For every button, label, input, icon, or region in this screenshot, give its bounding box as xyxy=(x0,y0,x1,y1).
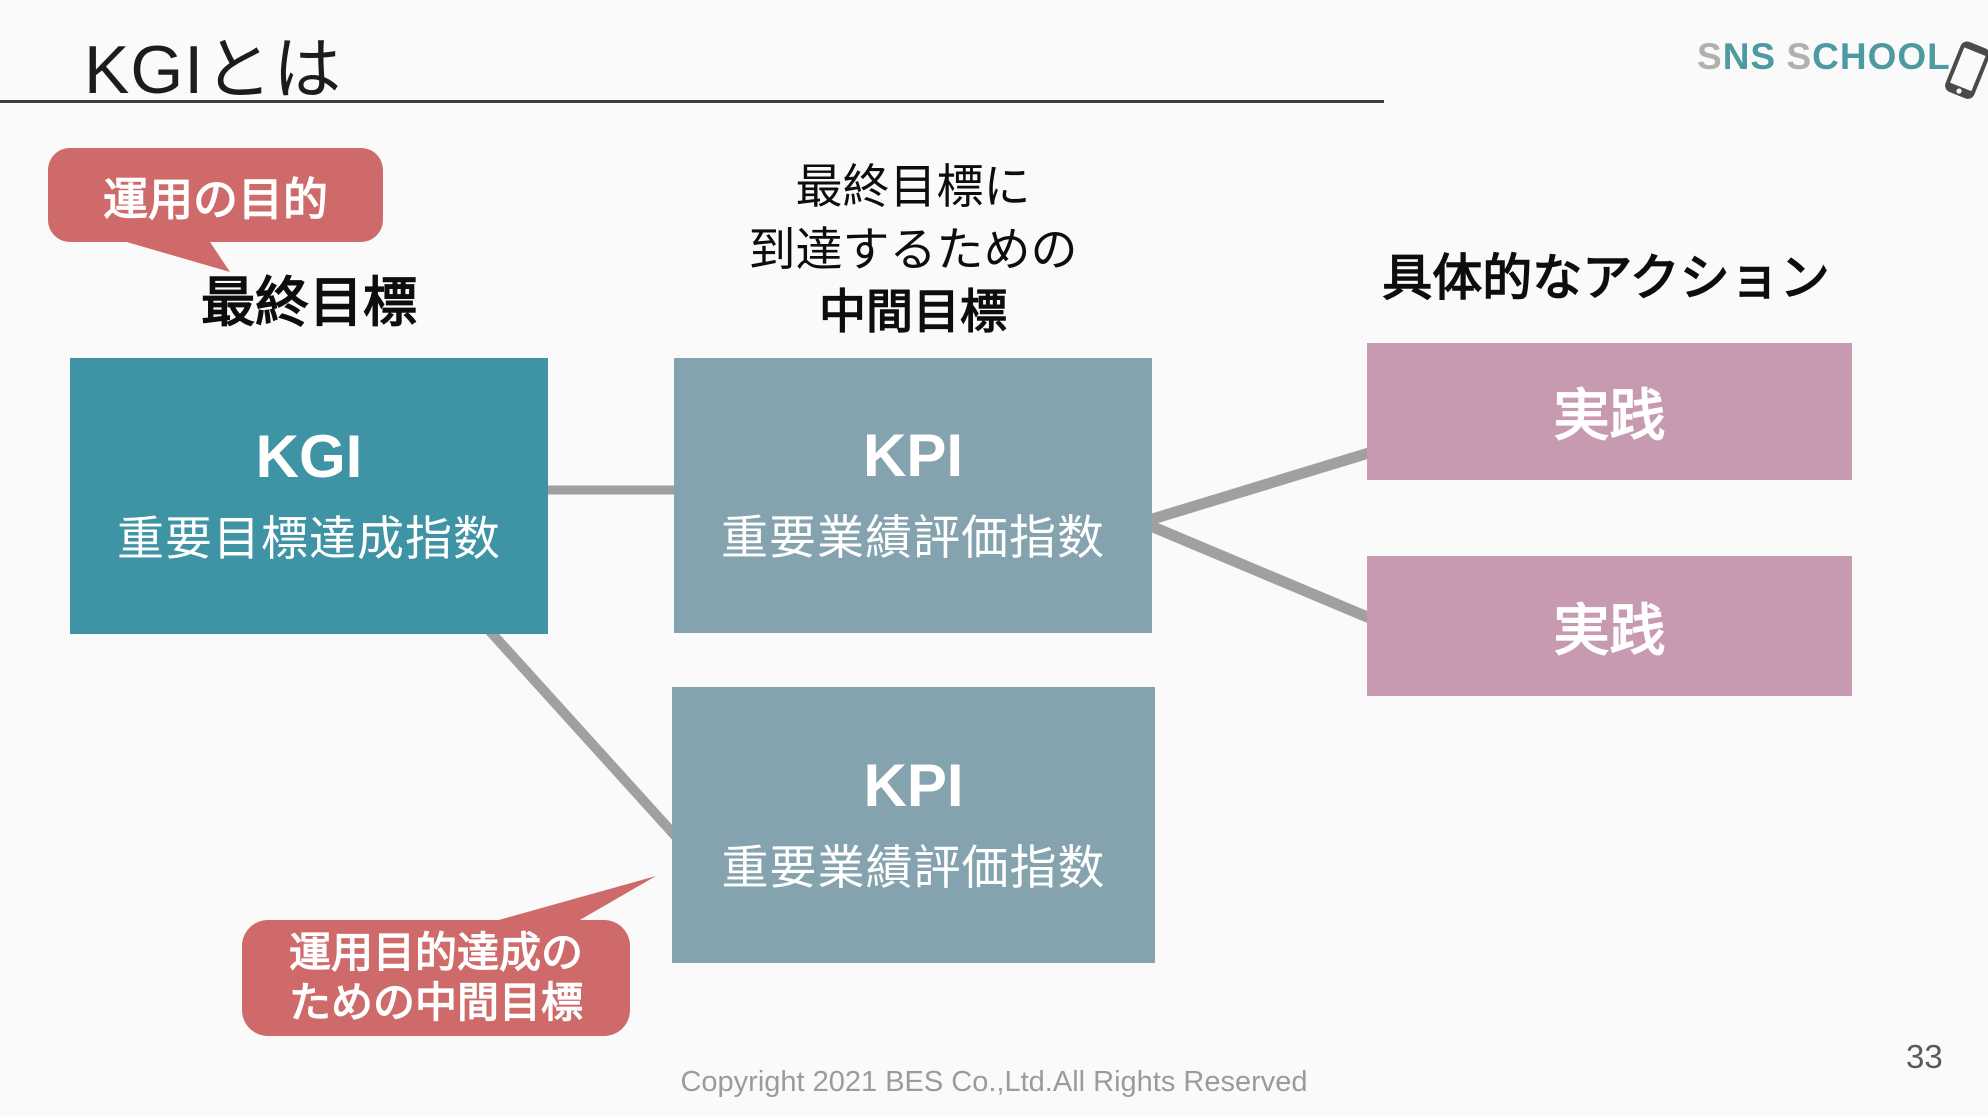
label-intermediate-goal: 最終目標に 到達するための 中間目標 xyxy=(674,156,1152,344)
title-underline xyxy=(0,100,1384,103)
logo-text: S xyxy=(1697,36,1723,77)
label-intermediate-goal-line2: 到達するための xyxy=(748,222,1078,276)
kpi-box-top: KPI 重要業績評価指数 xyxy=(674,358,1152,633)
callout-intermediate-goal-line2: ための中間目標 xyxy=(288,979,583,1026)
connector-kgi-to-kpi-bottom xyxy=(484,625,684,845)
callout-operation-purpose-text: 運用の目的 xyxy=(102,173,328,225)
page-title: KGIとは xyxy=(84,32,343,108)
kpi-box-bottom: KPI 重要業績評価指数 xyxy=(672,687,1155,963)
callout-intermediate-goal: 運用目的達成の ための中間目標 xyxy=(242,920,630,1036)
callout-bottom-tail xyxy=(470,876,656,928)
kgi-box: KGI 重要目標達成指数 xyxy=(70,358,548,634)
kpi-box-top-subtitle: 重要業績評価指数 xyxy=(721,511,1105,564)
callout-top-tail xyxy=(106,236,230,272)
action-box-bottom-label: 実践 xyxy=(1553,598,1666,662)
copyright-text: Copyright 2021 BES Co.,Ltd.All Rights Re… xyxy=(680,1066,1308,1098)
kpi-box-bottom-acronym: KPI xyxy=(863,751,964,819)
logo-text: NS xyxy=(1722,36,1777,77)
kpi-box-bottom-subtitle: 重要業績評価指数 xyxy=(721,840,1106,894)
action-box-top: 実践 xyxy=(1367,343,1852,480)
callout-operation-purpose: 運用の目的 xyxy=(48,148,383,242)
brand-logo: S NS S CHOOL xyxy=(1697,36,1988,102)
label-concrete-action: 具体的なアクション xyxy=(1382,250,1830,306)
smartphone-icon xyxy=(1944,41,1988,99)
kpi-box-top-acronym: KPI xyxy=(862,422,964,489)
logo-text: S xyxy=(1786,36,1813,77)
logo-text: CHOOL xyxy=(1812,36,1951,77)
connector-kpi-to-action-top xyxy=(1144,446,1374,527)
connector-kpi-to-action-bottom xyxy=(1143,518,1375,625)
kgi-box-acronym: KGI xyxy=(255,422,363,490)
kgi-box-subtitle: 重要目標達成指数 xyxy=(117,511,501,565)
label-intermediate-goal-line1: 最終目標に xyxy=(795,160,1031,213)
action-box-top-label: 実践 xyxy=(1553,384,1666,447)
label-final-goal: 最終目標 xyxy=(201,273,417,333)
callout-intermediate-goal-line1: 運用目的達成の xyxy=(288,928,583,976)
label-intermediate-goal-line3: 中間目標 xyxy=(819,285,1007,338)
page-number: 33 xyxy=(1906,1038,1943,1075)
action-box-bottom: 実践 xyxy=(1367,556,1852,696)
